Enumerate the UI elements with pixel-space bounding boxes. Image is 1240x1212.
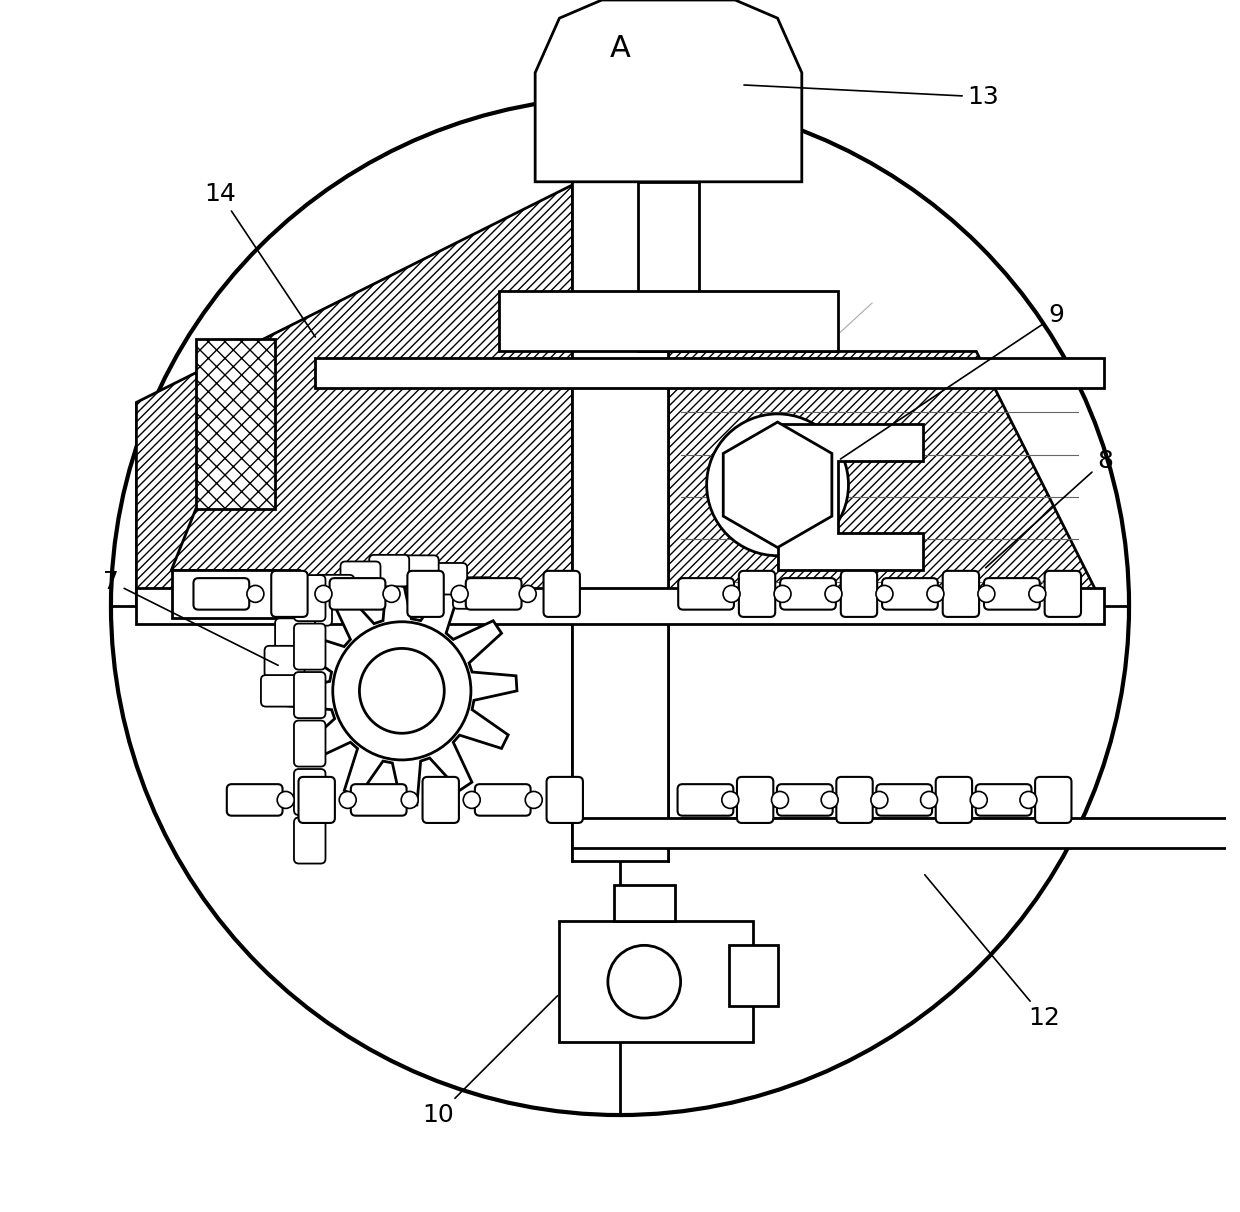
FancyBboxPatch shape (677, 784, 733, 816)
Polygon shape (536, 0, 802, 182)
FancyBboxPatch shape (942, 571, 980, 617)
Circle shape (464, 791, 480, 808)
FancyBboxPatch shape (272, 571, 308, 617)
FancyBboxPatch shape (882, 578, 937, 610)
Bar (614, 885, 675, 921)
Bar (498, 291, 838, 351)
FancyBboxPatch shape (780, 578, 836, 610)
Bar (559, 921, 754, 1042)
FancyBboxPatch shape (678, 578, 734, 610)
Circle shape (526, 791, 542, 808)
FancyBboxPatch shape (543, 571, 580, 617)
Bar (572, 173, 668, 861)
FancyBboxPatch shape (291, 594, 332, 625)
Circle shape (383, 585, 401, 602)
Polygon shape (723, 422, 832, 548)
FancyBboxPatch shape (370, 555, 409, 587)
Circle shape (875, 585, 893, 602)
Circle shape (520, 585, 536, 602)
FancyBboxPatch shape (547, 777, 583, 823)
FancyBboxPatch shape (1035, 777, 1071, 823)
FancyBboxPatch shape (399, 555, 439, 587)
FancyBboxPatch shape (408, 571, 444, 617)
Polygon shape (777, 424, 923, 570)
FancyBboxPatch shape (877, 784, 932, 816)
Circle shape (978, 585, 994, 602)
FancyBboxPatch shape (299, 777, 335, 823)
FancyBboxPatch shape (936, 777, 972, 823)
Text: A: A (610, 34, 630, 63)
FancyBboxPatch shape (985, 578, 1040, 610)
Bar (136, 588, 1104, 624)
Circle shape (707, 415, 848, 556)
Bar (572, 818, 1240, 848)
FancyBboxPatch shape (341, 561, 381, 593)
Circle shape (402, 791, 418, 808)
Circle shape (970, 791, 987, 808)
Circle shape (920, 791, 937, 808)
Polygon shape (136, 173, 595, 606)
Circle shape (774, 585, 791, 602)
Circle shape (247, 585, 264, 602)
FancyBboxPatch shape (314, 574, 355, 606)
FancyBboxPatch shape (294, 576, 325, 622)
Bar (196, 339, 274, 509)
Circle shape (278, 791, 294, 808)
Polygon shape (286, 576, 517, 806)
Circle shape (340, 791, 356, 808)
FancyBboxPatch shape (351, 784, 407, 816)
Text: 13: 13 (744, 85, 999, 109)
FancyBboxPatch shape (227, 784, 283, 816)
FancyBboxPatch shape (737, 777, 774, 823)
Circle shape (608, 945, 681, 1018)
Text: 14: 14 (205, 182, 315, 337)
FancyBboxPatch shape (193, 578, 249, 610)
FancyBboxPatch shape (1044, 571, 1081, 617)
FancyBboxPatch shape (294, 770, 325, 816)
Circle shape (451, 585, 467, 602)
Circle shape (771, 791, 789, 808)
FancyBboxPatch shape (294, 624, 325, 669)
FancyBboxPatch shape (264, 646, 305, 678)
FancyBboxPatch shape (466, 578, 522, 610)
FancyBboxPatch shape (294, 671, 325, 718)
FancyBboxPatch shape (427, 564, 467, 595)
Text: 7: 7 (103, 570, 278, 665)
Text: 9: 9 (841, 303, 1064, 459)
FancyBboxPatch shape (739, 571, 775, 617)
FancyBboxPatch shape (330, 578, 386, 610)
Circle shape (722, 791, 739, 808)
FancyBboxPatch shape (976, 784, 1032, 816)
FancyBboxPatch shape (275, 618, 315, 650)
Circle shape (110, 97, 1130, 1115)
FancyBboxPatch shape (260, 675, 301, 707)
FancyBboxPatch shape (294, 818, 325, 863)
Circle shape (1021, 791, 1037, 808)
FancyBboxPatch shape (423, 777, 459, 823)
Circle shape (870, 791, 888, 808)
FancyBboxPatch shape (294, 720, 325, 767)
FancyBboxPatch shape (453, 577, 492, 608)
Text: 10: 10 (423, 996, 558, 1127)
Bar (171, 570, 299, 618)
FancyBboxPatch shape (836, 777, 873, 823)
Circle shape (821, 791, 838, 808)
Circle shape (723, 585, 740, 602)
Bar (639, 182, 699, 351)
Circle shape (734, 441, 821, 528)
Circle shape (332, 622, 471, 760)
Circle shape (360, 648, 444, 733)
Polygon shape (645, 351, 1104, 606)
Bar (315, 358, 1104, 388)
FancyBboxPatch shape (777, 784, 833, 816)
FancyBboxPatch shape (841, 571, 877, 617)
Bar (729, 945, 777, 1006)
Text: 8: 8 (986, 448, 1112, 567)
Circle shape (1029, 585, 1045, 602)
Circle shape (315, 585, 332, 602)
FancyBboxPatch shape (475, 784, 531, 816)
Text: 12: 12 (925, 875, 1060, 1030)
Circle shape (928, 585, 944, 602)
Circle shape (825, 585, 842, 602)
